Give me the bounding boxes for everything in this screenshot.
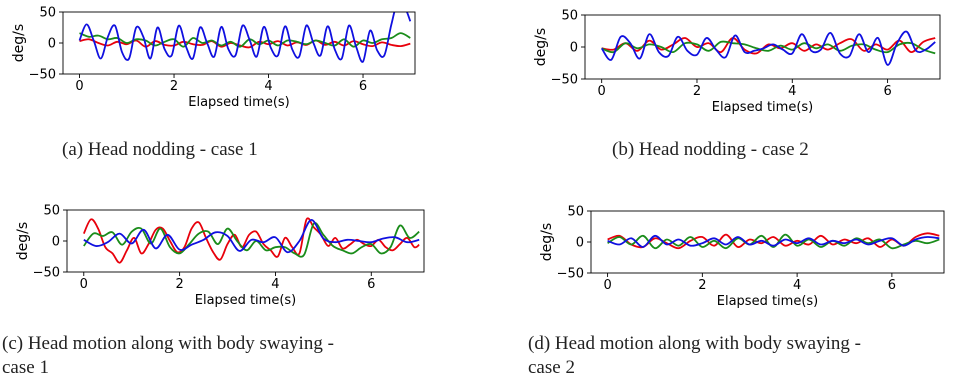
x-tick-label: 0 [603,278,611,293]
y-tick-label: 0 [48,37,56,52]
series-line-green [83,222,420,258]
y-tick-label: −50 [557,267,584,282]
x-tick-label: 6 [367,277,375,292]
caption-d-line2: case 2 [528,357,575,378]
series-group [607,232,940,250]
series-line-blue [600,30,936,66]
caption-a: (a) Head nodding - case 1 [62,139,258,160]
chart-d: 0 2 4 6 −50 0 50 Elapsed time(s) deg/s [539,205,945,309]
x-tick-label: 2 [693,84,701,99]
chart-panel-c: 0 2 4 6 −50 0 50 Elapsed time(s) deg/s [0,195,440,310]
series-group [82,217,420,264]
x-tick-label: 0 [75,79,83,94]
series-line-blue [83,219,420,254]
x-tick-label: 6 [359,79,367,94]
series-group [600,30,936,66]
x-tick-label: 6 [888,278,896,293]
series-line-green [79,32,411,48]
axes-frame [584,14,941,80]
chart-panel-b: 0 2 4 6 −50 0 50 Elapsed time(s) deg/s [520,0,956,115]
series-line-green [601,40,936,55]
y-tick-label: 0 [570,41,578,56]
y-tick-label: 50 [43,204,60,219]
chart-panel-d: 0 2 4 6 −50 0 50 Elapsed time(s) deg/s [520,195,956,310]
series-line-red [601,37,936,55]
caption-c-line1: (c) Head motion along with body swaying … [2,333,334,354]
x-tick-label: 4 [271,277,279,292]
series-line-blue [607,234,940,248]
y-tick-label: 50 [567,205,584,220]
x-axis-label: Elapsed time(s) [712,100,814,115]
x-tick-label: 0 [598,84,606,99]
x-tick-label: 4 [793,278,801,293]
chart-b: 0 2 4 6 −50 0 50 Elapsed time(s) deg/s [533,9,941,115]
series-line-red [82,217,420,264]
series-group [78,12,412,63]
y-tick-label: −50 [33,266,60,281]
y-axis-label: deg/s [15,222,31,260]
x-tick-label: 2 [698,278,706,293]
x-axis-label: Elapsed time(s) [188,95,290,110]
y-axis-label: deg/s [533,28,549,66]
y-tick-label: −50 [29,68,56,83]
caption-d-line1: (d) Head motion along with body swaying … [528,333,861,354]
y-tick-label: 0 [576,236,584,251]
chart-panel-a: 0 2 4 6 −50 0 50 Elapsed time(s) deg/s [0,0,440,110]
chart-c: 0 2 4 6 −50 0 50 Elapsed time(s) deg/s [15,204,425,308]
x-axis-label: Elapsed time(s) [717,294,819,309]
y-tick-label: 50 [39,6,56,21]
chart-a: 0 2 4 6 −50 0 50 Elapsed time(s) deg/s [11,6,416,110]
x-tick-label: 6 [883,84,891,99]
x-tick-label: 2 [175,277,183,292]
series-line-blue [78,12,412,63]
x-tick-label: 4 [788,84,796,99]
x-tick-label: 0 [80,277,88,292]
y-axis-label: deg/s [539,223,555,261]
y-tick-label: 0 [52,235,60,250]
caption-b: (b) Head nodding - case 2 [612,139,809,160]
y-axis-label: deg/s [11,24,27,62]
y-tick-label: −50 [551,73,578,88]
y-tick-label: 50 [561,9,578,24]
x-tick-label: 4 [264,79,272,94]
x-axis-label: Elapsed time(s) [195,293,297,308]
x-tick-label: 2 [170,79,178,94]
caption-c-line2: case 1 [2,357,49,378]
